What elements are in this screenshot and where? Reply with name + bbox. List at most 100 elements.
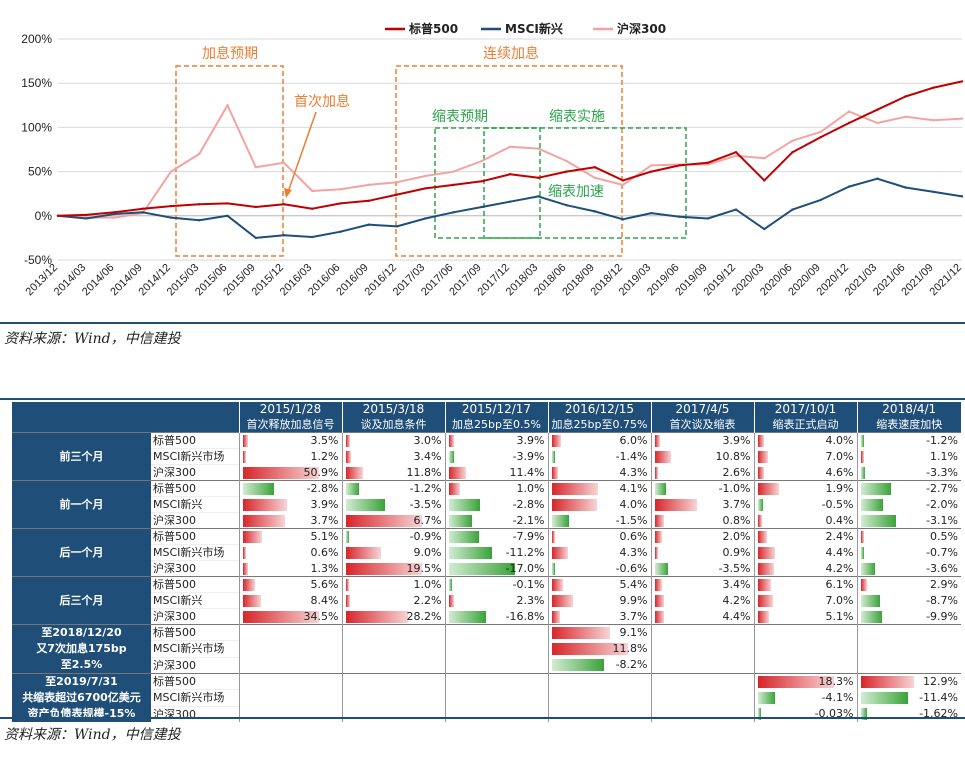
value-cell xyxy=(341,706,445,722)
series-label: 标普500 xyxy=(151,672,239,690)
value-text: 8.4% xyxy=(310,593,339,607)
series-point-2 xyxy=(847,110,851,113)
table-row: MSCI新兴市场 0.6% 9.0% -11.2% 4.3% 0.9% 4.4% -0.7% xyxy=(12,544,961,561)
value-cell xyxy=(238,623,342,641)
series-point-2 xyxy=(819,130,822,134)
series-point-1 xyxy=(819,198,822,202)
value-text: 2.0% xyxy=(722,530,751,543)
series-point-1 xyxy=(113,212,116,216)
header-date: 2017/10/1 xyxy=(753,402,857,417)
positive-bar xyxy=(551,610,560,623)
value-text: 4.2% xyxy=(722,593,751,607)
value-cell: -1.4% xyxy=(547,448,651,465)
line-chart: 200%150%100%50%0%-50%2013/122014/032014/… xyxy=(21,21,964,298)
value-cell xyxy=(238,657,342,674)
value-cell xyxy=(753,640,857,658)
qt-expectation-box xyxy=(434,127,541,239)
value-cell xyxy=(238,672,342,690)
value-text: 4.4% xyxy=(722,609,751,623)
positive-bar xyxy=(551,546,569,559)
value-text: -8.7% xyxy=(926,593,958,607)
positive-bar xyxy=(860,531,864,543)
positive-bar xyxy=(242,531,263,543)
negative-bar xyxy=(551,450,555,463)
value-cell xyxy=(650,657,754,674)
value-cell: -0.7% xyxy=(856,544,961,561)
series-point-1 xyxy=(763,227,766,231)
value-cell: 0.5% xyxy=(856,528,961,545)
value-cell: -3.5% xyxy=(341,496,445,513)
positive-bar xyxy=(757,466,765,479)
value-text: 2.6% xyxy=(722,465,751,479)
positive-bar xyxy=(654,498,697,511)
series-point-0 xyxy=(141,207,144,210)
positive-bar xyxy=(757,450,768,463)
series-point-0 xyxy=(367,199,370,202)
positive-bar xyxy=(448,466,466,479)
value-cell: 4.4% xyxy=(650,608,754,625)
first-hike-arrow-head xyxy=(284,188,292,198)
value-cell: 2.0% xyxy=(650,528,754,545)
series-label: 标普500 xyxy=(151,432,239,449)
value-text: -16.8% xyxy=(505,609,545,623)
value-text: -2.7% xyxy=(926,482,958,495)
value-cell xyxy=(856,657,961,674)
value-cell xyxy=(444,657,548,674)
value-cell: -4.1% xyxy=(753,689,857,707)
table-row: 沪深300 -0.03% -1.62% xyxy=(12,705,961,722)
series-point-2 xyxy=(254,165,257,169)
series-point-2 xyxy=(169,170,173,173)
table-row: MSCI新兴市场 -4.1% -11.4% xyxy=(12,689,961,707)
value-text: 28.2% xyxy=(406,609,442,623)
header-date: 2015/12/17 xyxy=(444,402,548,417)
positive-bar xyxy=(757,435,764,447)
series-point-0 xyxy=(621,179,625,182)
series-point-1 xyxy=(537,195,540,198)
value-cell: -11.2% xyxy=(444,544,548,561)
value-cell: 6.7% xyxy=(341,512,445,529)
value-text: 7.0% xyxy=(825,449,854,463)
series-point-2 xyxy=(480,159,483,163)
positive-bar xyxy=(345,562,422,575)
series-point-1 xyxy=(960,195,964,198)
series-point-0 xyxy=(480,180,483,183)
series-label: MSCI新兴市场 xyxy=(151,640,239,658)
value-cell: 9.9% xyxy=(547,592,651,609)
value-cell: 0.6% xyxy=(547,528,651,545)
negative-bar xyxy=(448,610,486,623)
header-date: 2018/4/1 xyxy=(856,402,961,417)
series-point-1 xyxy=(734,208,738,211)
value-cell: -11.4% xyxy=(856,689,961,707)
negative-bar xyxy=(448,450,455,463)
value-cell: 0.6% xyxy=(238,544,342,561)
value-cell: 5.1% xyxy=(238,528,342,545)
positive-bar xyxy=(860,450,864,463)
positive-bar xyxy=(654,450,671,463)
value-cell: -3.9% xyxy=(444,448,548,465)
positive-bar xyxy=(345,579,349,591)
value-cell: 11.8% xyxy=(341,464,445,481)
series-point-0 xyxy=(169,204,173,208)
series-point-1 xyxy=(452,211,455,214)
value-cell: -0.1% xyxy=(444,576,548,593)
positive-bar xyxy=(242,514,285,527)
series-point-0 xyxy=(706,161,709,164)
value-cell xyxy=(753,657,857,674)
row-group-label: 后三个月 xyxy=(12,576,151,625)
legend-label-1: MSCI新兴 xyxy=(505,21,563,36)
series-point-2 xyxy=(537,147,540,150)
value-text: -1.2% xyxy=(409,482,442,495)
header-event: 缩表正式启动 xyxy=(753,417,857,433)
series-point-2 xyxy=(706,163,709,166)
series-point-1 xyxy=(85,217,88,220)
value-cell: 1.2% xyxy=(238,448,342,465)
value-cell: 9.0% xyxy=(341,544,445,561)
first-hike-arrow-line xyxy=(287,111,317,193)
value-text: 7.0% xyxy=(825,593,854,607)
value-text: 3.0% xyxy=(413,434,442,447)
value-cell xyxy=(650,706,754,722)
value-text: -0.9% xyxy=(409,530,442,543)
series-point-2 xyxy=(226,104,229,107)
value-text: 0.9% xyxy=(722,545,751,559)
value-cell: 3.7% xyxy=(238,512,342,529)
